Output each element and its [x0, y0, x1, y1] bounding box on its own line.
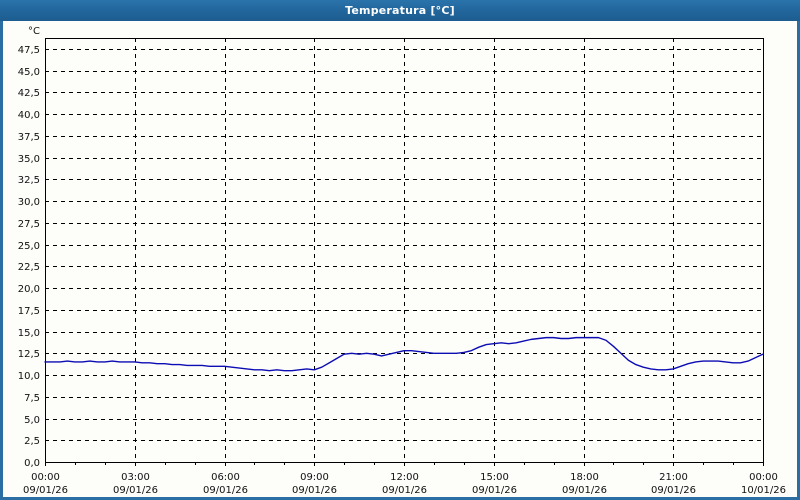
y-axis-tick-label: 30,0 — [18, 197, 40, 208]
x-axis-time-label: 15:00 — [480, 472, 509, 483]
y-axis-tick-label: 25,0 — [18, 241, 40, 252]
chart-plot-area: 47,5 45,0 42,5 40,0 37,5 35,0 32,5 30,0 27,5 25,0… — [3, 21, 797, 497]
y-axis-tick-label: 40,0 — [18, 110, 40, 121]
y-axis-tick-label: 15,0 — [18, 328, 40, 339]
x-axis-time-label: 06:00 — [211, 472, 240, 483]
x-axis-date-label: 09/01/26 — [562, 485, 607, 496]
y-axis-labels: 47,5 45,0 42,5 40,0 37,5 35,0 32,5 30,0 27,5 25,0… — [18, 45, 40, 469]
y-axis-tick-label: 42,5 — [18, 88, 40, 99]
y-axis-tick-label: 47,5 — [18, 45, 40, 56]
x-axis-time-label: 18:00 — [570, 472, 599, 483]
y-axis-tick-label: 22,5 — [18, 262, 40, 273]
y-axis-unit-label: °C — [28, 26, 40, 37]
plot-frame — [45, 38, 764, 463]
window-title-bar: Temperatura [°C] — [0, 0, 800, 21]
y-axis-tick-label: 5,0 — [24, 415, 40, 426]
y-axis-tick-label: 32,5 — [18, 175, 40, 186]
x-axis-time-label: 09:00 — [300, 472, 329, 483]
x-axis-date-label: 09/01/26 — [23, 485, 68, 496]
x-axis-time-label: 00:00 — [749, 472, 778, 483]
x-axis-date-label: 10/01/26 — [741, 485, 786, 496]
x-axis-date-label: 09/01/26 — [113, 485, 158, 496]
y-axis-tick-label: 17,5 — [18, 306, 40, 317]
y-axis-tick-label: 45,0 — [18, 67, 40, 78]
y-axis-tick-label: 10,0 — [18, 371, 40, 382]
x-axis-time-label: 00:00 — [31, 472, 60, 483]
data-series-group — [44, 336, 764, 372]
page-title: Temperatura [°C] — [345, 4, 455, 17]
temperature-series-line — [44, 336, 764, 372]
x-axis-time-label: 12:00 — [390, 472, 419, 483]
x-axis-time-label: 03:00 — [121, 472, 150, 483]
y-axis-tick-label: 35,0 — [18, 154, 40, 165]
x-axis-date-label: 09/01/26 — [651, 485, 696, 496]
x-axis-time-label: 21:00 — [659, 472, 688, 483]
temperature-line-chart: 47,5 45,0 42,5 40,0 37,5 35,0 32,5 30,0 27,5 25,0… — [18, 26, 786, 496]
x-axis-labels: 00:00 09/01/26 03:00 09/01/26 06:00 09/01/26 0… — [23, 472, 786, 496]
x-axis-date-label: 09/01/26 — [472, 485, 517, 496]
y-axis-tick-label: 27,5 — [18, 219, 40, 230]
y-axis-tick-label: 2,5 — [24, 436, 40, 447]
y-axis-tick-label: 37,5 — [18, 132, 40, 143]
y-axis-tick-label: 12,5 — [18, 349, 40, 360]
y-axis-tick-label: 0,0 — [24, 458, 40, 469]
x-axis-date-label: 09/01/26 — [203, 485, 248, 496]
y-axis-tick-label: 7,5 — [24, 393, 40, 404]
x-axis-date-label: 09/01/26 — [382, 485, 427, 496]
gridlines-group — [45, 38, 763, 462]
x-axis-date-label: 09/01/26 — [292, 485, 337, 496]
axis-frame — [45, 38, 764, 463]
y-axis-tick-label: 20,0 — [18, 284, 40, 295]
